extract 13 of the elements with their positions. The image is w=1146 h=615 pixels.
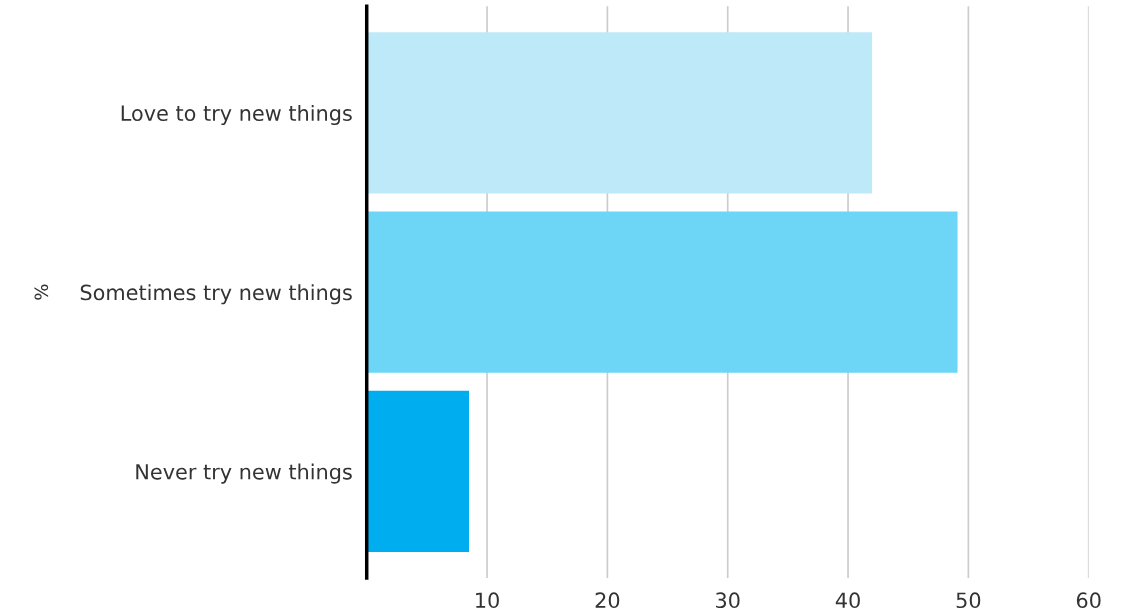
x-tick-label: 20: [595, 592, 620, 609]
x-tick-label: 30: [716, 592, 740, 609]
bar: [366, 211, 958, 373]
x-tick-label: 10: [476, 592, 499, 609]
y-tick-label: Sometimes try new things: [80, 284, 352, 305]
x-tick-label: 50: [956, 592, 981, 609]
x-tick-label: 40: [835, 592, 860, 609]
bar: [366, 32, 873, 194]
y-tick-label: Love to try new things: [121, 104, 352, 126]
y-axis-title: %: [34, 284, 49, 300]
bar: [366, 390, 469, 553]
x-tick-label: 60: [1076, 592, 1101, 609]
y-tick-label: Never try new things: [136, 463, 352, 484]
